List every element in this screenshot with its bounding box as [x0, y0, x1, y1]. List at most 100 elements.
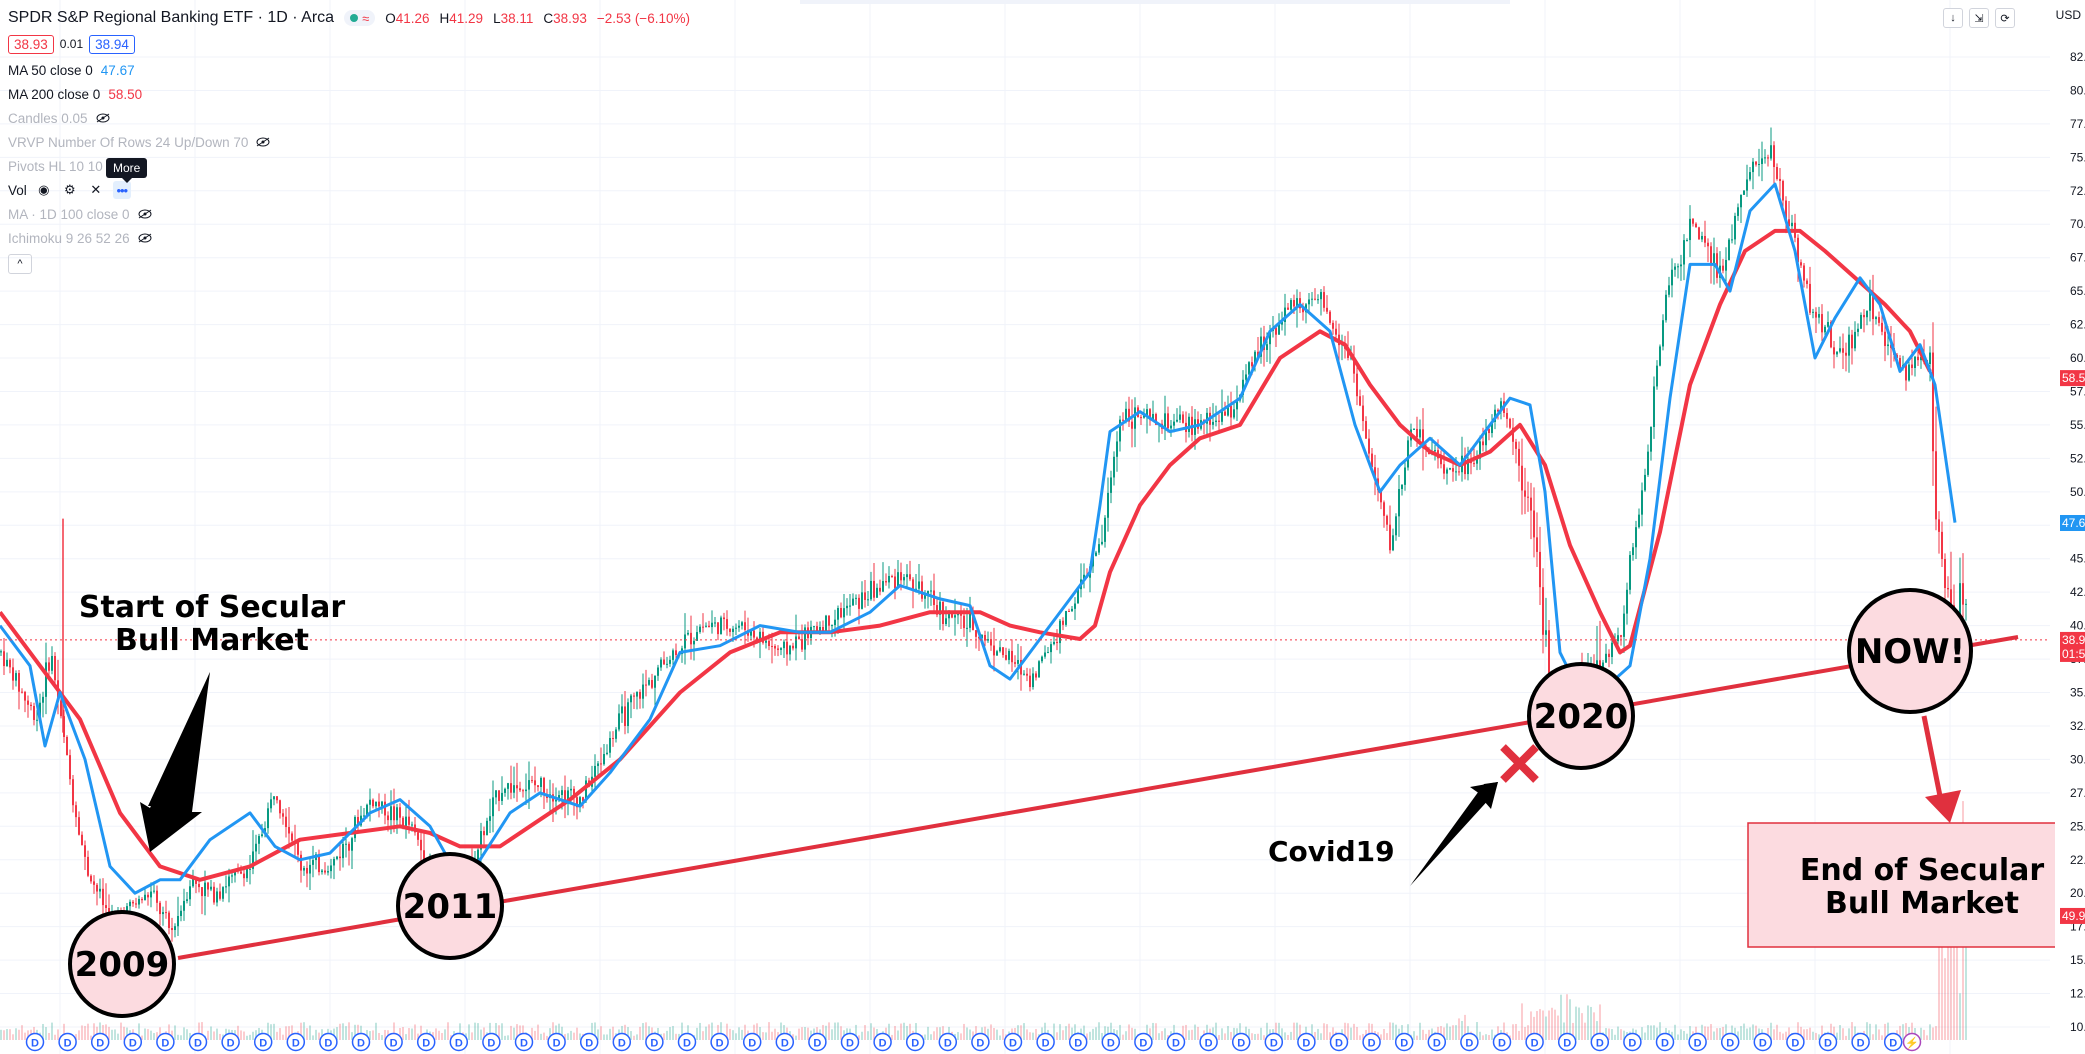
volume-bar	[681, 1022, 683, 1040]
volume-bar	[630, 1031, 632, 1040]
candle-body	[1053, 641, 1055, 645]
candle-body	[672, 650, 674, 660]
candle-body	[162, 912, 164, 915]
dividend-letter: D	[292, 1038, 300, 1050]
volume-bar	[1386, 1033, 1388, 1040]
candle-body	[585, 780, 587, 802]
hidden-eye-icon[interactable]	[138, 233, 152, 243]
volume-bar	[561, 1026, 563, 1040]
volume-bar	[1194, 1024, 1196, 1040]
volume-bar	[774, 1028, 776, 1040]
price-tick: 22.5	[2070, 853, 2085, 867]
dividend-marker	[1297, 1032, 1316, 1052]
volume-bar	[678, 1033, 680, 1040]
dividend-letter: D	[1694, 1038, 1702, 1050]
candle-body	[987, 639, 989, 641]
candle-body	[669, 659, 671, 664]
indicator-ichimoku[interactable]: Ichimoku 9 26 52 26	[8, 226, 690, 250]
indicator-vol[interactable]: Vol ◉ ⚙ ✕ •••	[8, 178, 690, 202]
volume-bar	[375, 1022, 377, 1040]
more-dots-icon[interactable]: •••	[112, 181, 131, 199]
indicator-vrvp[interactable]: VRVP Number Of Rows 24 Up/Down 70	[8, 130, 690, 154]
volume-bar	[1611, 1029, 1613, 1040]
volume-bar	[1608, 1028, 1610, 1040]
volume-bar	[21, 1025, 23, 1040]
currency-label[interactable]: USD	[2055, 8, 2081, 22]
volume-bar	[1299, 1024, 1301, 1040]
candle-body	[708, 625, 710, 628]
candle-body	[144, 894, 146, 901]
volume-bar	[573, 1032, 575, 1040]
volume-bar	[147, 1029, 149, 1040]
candle-body	[696, 632, 698, 641]
volume-bar	[1803, 1029, 1805, 1040]
candle-body	[621, 706, 623, 714]
scroll-down-icon[interactable]: ↓	[1943, 8, 1963, 28]
volume-bar	[1749, 1027, 1751, 1040]
candle-body	[1101, 541, 1103, 545]
hidden-eye-icon[interactable]	[138, 209, 152, 219]
dividend-marker	[971, 1032, 990, 1052]
candle-body	[1656, 365, 1658, 387]
dividend-letter: D	[1237, 1038, 1245, 1050]
volume-bar	[1782, 1033, 1784, 1040]
volume-bar	[1275, 1022, 1277, 1040]
settings-gear-icon[interactable]: ⚙	[63, 182, 76, 197]
candle-body	[1488, 428, 1490, 434]
dividend-marker	[449, 1032, 469, 1052]
volume-bar	[1056, 1032, 1058, 1040]
volume-bar	[1053, 1023, 1055, 1040]
candle-body	[504, 788, 506, 793]
volume-bar	[1533, 1016, 1535, 1040]
volume-bar	[93, 1023, 95, 1040]
eye-icon[interactable]: ◉	[38, 182, 50, 197]
buy-button[interactable]: 38.94	[89, 34, 135, 54]
collapse-legend-icon[interactable]: ^	[8, 254, 32, 274]
candle-body	[72, 779, 74, 806]
volume-bar	[810, 1030, 812, 1040]
candle-body	[870, 580, 872, 600]
symbol-title[interactable]: SPDR S&P Regional Banking ETF · 1D · Arc…	[8, 9, 335, 26]
remove-close-icon[interactable]: ✕	[90, 182, 102, 197]
candle-body	[714, 622, 716, 624]
volume-bar	[1323, 1023, 1325, 1040]
volume-bar	[1254, 1034, 1256, 1040]
volume-bar	[1263, 1035, 1265, 1040]
volume-bar	[0, 1029, 2, 1040]
candle-body	[600, 763, 602, 765]
candle-body	[645, 684, 647, 686]
price-tick: 10.0	[2070, 1020, 2085, 1034]
volume-bar	[510, 1025, 512, 1040]
candle-body	[297, 841, 299, 855]
volume-bar	[1932, 1027, 1934, 1040]
countdown-label: 01:5	[2062, 647, 2085, 661]
candle-body	[1770, 145, 1772, 159]
volume-bar	[1347, 1023, 1349, 1040]
indicator-ma100[interactable]: MA · 1D 100 close 0	[8, 202, 690, 226]
price-tick: 72.5	[2070, 184, 2085, 198]
candle-body	[1941, 531, 1943, 560]
restore-icon[interactable]: ⟳	[1995, 8, 2015, 28]
sell-button[interactable]: 38.93	[8, 34, 54, 54]
hidden-eye-icon[interactable]	[256, 137, 270, 147]
volume-bar	[1419, 1022, 1421, 1040]
volume-bar	[1521, 1003, 1523, 1040]
candle-body	[1182, 414, 1184, 423]
candle-body	[1227, 405, 1229, 416]
market-status[interactable]: ≈	[344, 10, 376, 26]
indicator-ma200[interactable]: MA 200 close 0 58.50	[8, 86, 143, 102]
indicator-ma50[interactable]: MA 50 close 0 47.67	[8, 62, 135, 78]
candle-body	[1266, 344, 1268, 350]
collapse-icon[interactable]: ⇲	[1969, 8, 1989, 28]
volume-bar	[1122, 1034, 1124, 1040]
volume-bar	[1686, 1033, 1688, 1040]
candle-body	[270, 799, 272, 809]
indicator-candles[interactable]: Candles 0.05	[8, 106, 690, 130]
candle-body	[1173, 421, 1175, 426]
candle-body	[1620, 635, 1622, 637]
candle-body	[195, 877, 197, 884]
volume-bar	[612, 1026, 614, 1040]
hidden-eye-icon[interactable]	[96, 113, 110, 123]
volume-bar	[756, 1023, 758, 1040]
